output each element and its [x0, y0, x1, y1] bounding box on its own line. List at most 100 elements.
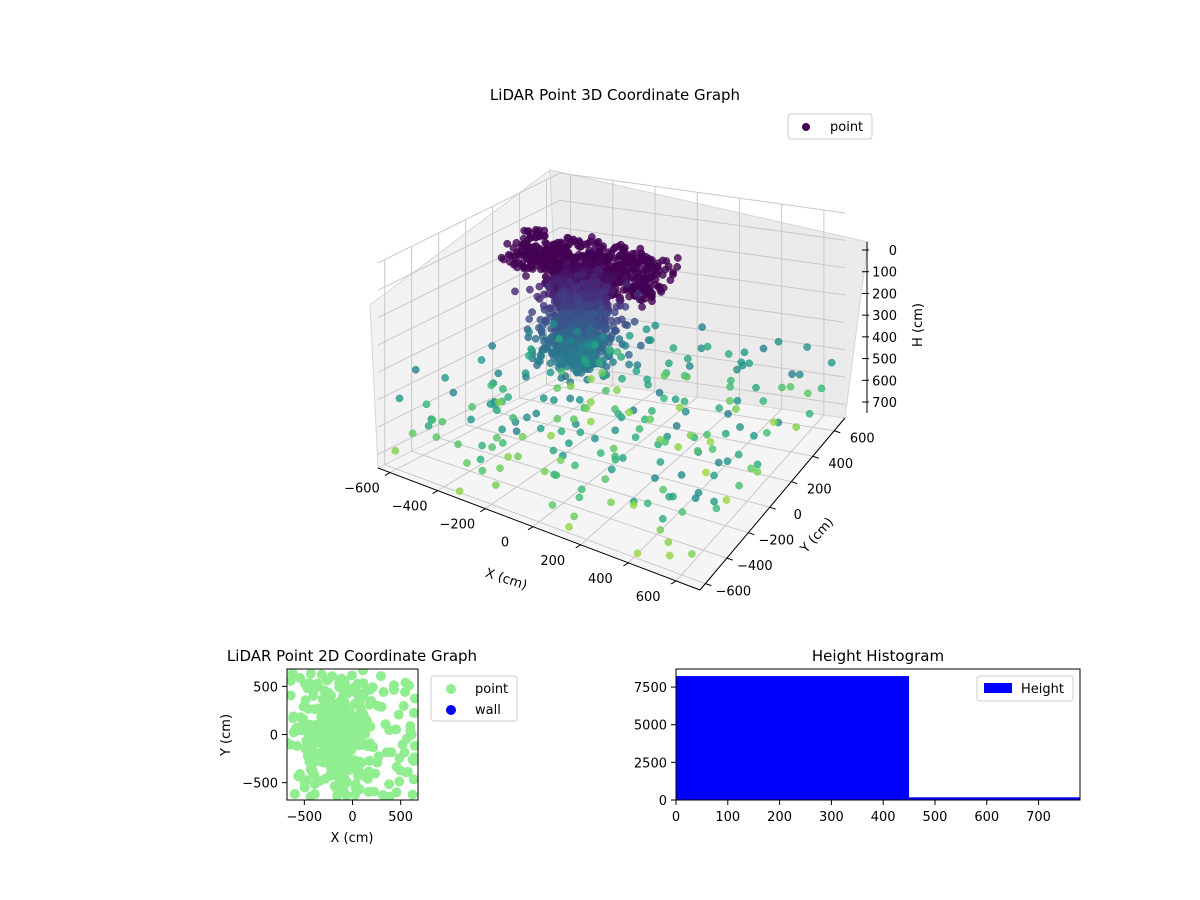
data-point-3d [734, 450, 743, 459]
data-point-3d [514, 452, 522, 461]
data-point-3d [753, 460, 762, 469]
y-axis-label-2d: Y (cm) [219, 714, 234, 757]
x-tick-label-hist: 500 [923, 810, 948, 825]
data-point-3d [536, 231, 545, 239]
data-point-3d [581, 300, 589, 309]
x-tick-label-3d: 400 [588, 572, 613, 587]
data-point-2d [287, 669, 298, 679]
data-point-2d [358, 715, 369, 726]
data-point-2d [393, 709, 404, 720]
data-point-3d [532, 242, 541, 250]
data-point-3d [792, 423, 801, 431]
data-point-3d [512, 427, 521, 436]
data-point-3d [710, 497, 718, 506]
data-point-3d [733, 396, 742, 405]
data-point-3d [648, 289, 656, 298]
data-point-3d [571, 461, 579, 470]
legend-3d-marker [802, 123, 810, 131]
data-point-3d [570, 314, 579, 323]
grid-line-z [377, 172, 846, 264]
data-point-3d [665, 492, 673, 501]
data-point-3d [715, 404, 724, 412]
data-point-2d [299, 781, 310, 792]
y-tick-label-hist: 0 [659, 794, 667, 809]
data-point-3d [660, 394, 668, 403]
legend-2d-wall-label: wall [475, 703, 501, 718]
data-point-3d [478, 466, 487, 475]
chart-2d: LiDAR Point 2D Coordinate Graph −500 0 500… [219, 647, 518, 846]
data-point-3d [664, 538, 673, 547]
data-point-3d [562, 260, 570, 268]
data-point-3d [539, 394, 548, 403]
data-point-3d [671, 395, 680, 404]
data-point-3d [605, 346, 614, 354]
data-point-3d [656, 435, 664, 444]
data-point-3d [408, 429, 417, 438]
data-point-3d [573, 368, 582, 377]
data-point-3d [632, 367, 641, 375]
data-point-3d [611, 405, 619, 413]
z-tick-label-3d: 500 [872, 353, 897, 368]
data-point-3d [557, 374, 566, 382]
data-point-2d [321, 713, 332, 724]
data-point-3d [609, 444, 618, 453]
x-tick-label-3d: 0 [501, 536, 509, 551]
data-point-3d [646, 415, 655, 424]
data-point-2d [342, 688, 353, 699]
data-point-3d [595, 358, 604, 367]
data-point-3d [753, 467, 762, 476]
data-point-3d [604, 339, 613, 347]
data-point-3d [621, 302, 630, 311]
data-point-3d [774, 337, 783, 346]
data-point-3d [633, 259, 642, 268]
x-tick-label-3d: 200 [540, 554, 565, 569]
data-point-2d [326, 765, 337, 776]
data-point-3d [732, 405, 740, 413]
data-point-2d [409, 752, 418, 763]
data-point-2d [327, 671, 338, 682]
data-point-3d [698, 323, 706, 331]
data-point-3d [567, 336, 575, 345]
data-point-2d [319, 724, 330, 735]
data-point-2d [376, 701, 387, 712]
x-tick-label-hist: 700 [1026, 810, 1051, 825]
x-tick-label-hist: 400 [871, 810, 896, 825]
data-point-3d [596, 449, 605, 457]
x-tick-label-3d: −600 [344, 482, 380, 497]
data-point-3d [584, 342, 592, 350]
z-tick-label-3d: 100 [872, 266, 897, 281]
data-point-3d [617, 315, 626, 324]
data-point-3d [529, 252, 537, 260]
data-point-3d [535, 282, 544, 291]
data-point-3d [628, 273, 637, 282]
data-point-2d [409, 693, 418, 704]
data-point-3d [557, 247, 566, 255]
data-point-2d [328, 719, 338, 730]
data-point-3d [535, 295, 544, 303]
data-point-3d [487, 381, 496, 390]
data-point-3d [648, 297, 656, 306]
data-point-3d [724, 410, 732, 418]
data-point-3d [577, 342, 586, 351]
data-point-3d [655, 388, 664, 397]
grid-line-x [675, 414, 825, 582]
legend-2d-point-label: point [475, 682, 508, 697]
data-point-3d [511, 287, 519, 296]
data-point-3d [570, 512, 578, 521]
data-point-3d [686, 431, 695, 440]
data-point-3d [545, 309, 554, 318]
y-tick-3d [769, 506, 776, 510]
data-point-3d [565, 523, 573, 531]
y-tick-label-3d: −600 [716, 585, 752, 600]
data-point-3d [750, 431, 758, 440]
data-point-3d [569, 415, 578, 424]
data-point-3d [424, 422, 433, 430]
data-point-3d [577, 242, 585, 251]
data-point-3d [498, 425, 506, 434]
data-point-3d [531, 334, 540, 343]
data-point-3d [575, 493, 584, 502]
histogram-bars [676, 676, 1080, 800]
data-point-3d [573, 327, 581, 336]
data-point-3d [546, 359, 555, 368]
